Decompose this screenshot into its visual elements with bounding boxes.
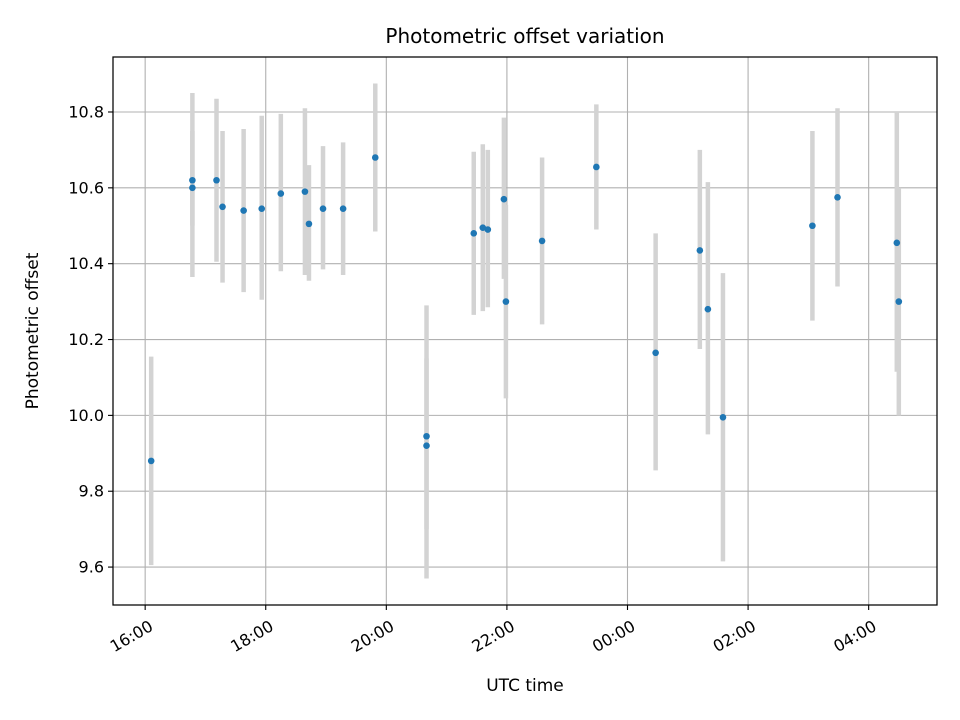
data-point (213, 176, 220, 184)
data-point (189, 176, 196, 184)
data-point (240, 207, 247, 214)
data-point (371, 154, 379, 161)
data-point (652, 349, 659, 357)
data-point (339, 205, 347, 212)
data-point (834, 194, 841, 201)
data-point (470, 230, 478, 237)
data-point (502, 298, 510, 305)
data-point (484, 226, 492, 233)
data-point (423, 432, 430, 440)
data-point (277, 190, 285, 197)
data-point (500, 195, 508, 203)
data-point (809, 222, 816, 230)
data-point (593, 163, 600, 171)
y-axis-label: Photometric offset (23, 252, 43, 409)
data-points (147, 154, 903, 465)
data-point (696, 247, 704, 254)
data-point (538, 237, 546, 245)
data-point (704, 305, 712, 313)
y-tick-label: 10.2 (68, 330, 104, 349)
data-point (895, 298, 903, 305)
plot-frame (112, 56, 938, 606)
data-point (319, 205, 327, 212)
data-point (189, 184, 196, 192)
y-tick-label: 10.8 (68, 102, 104, 121)
data-point (893, 239, 901, 247)
data-point (423, 442, 430, 450)
data-point (219, 203, 226, 211)
gridlines (113, 57, 937, 605)
y-tick-label: 10.0 (68, 406, 104, 425)
data-point (305, 220, 313, 228)
y-tick-label: 10.6 (68, 178, 104, 197)
y-tick-label: 9.6 (79, 558, 104, 577)
y-tick-label: 9.8 (79, 482, 104, 501)
chart-title: Photometric offset variation (385, 24, 664, 48)
data-point (479, 224, 487, 231)
data-point (301, 188, 309, 195)
y-tick-label: 10.4 (68, 254, 104, 273)
data-point (147, 457, 155, 465)
data-point (719, 413, 727, 421)
x-axis-label: UTC time (486, 676, 564, 696)
data-point (258, 205, 266, 212)
